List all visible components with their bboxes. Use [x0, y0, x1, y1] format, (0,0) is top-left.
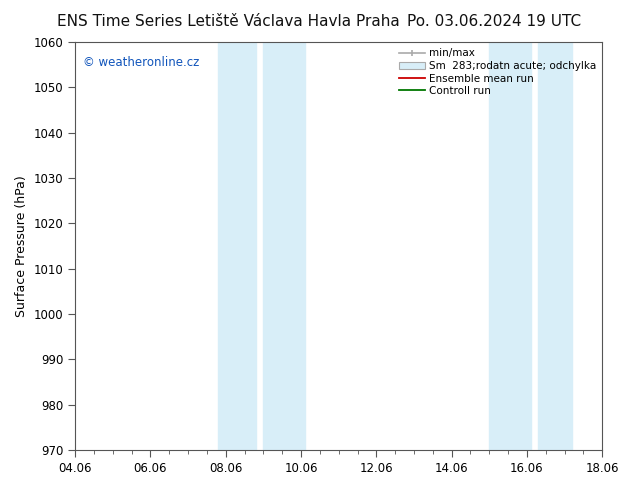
Legend: min/max, Sm  283;rodatn acute; odchylka, Ensemble mean run, Controll run: min/max, Sm 283;rodatn acute; odchylka, … [394, 44, 600, 100]
Text: © weatheronline.cz: © weatheronline.cz [83, 56, 200, 70]
Text: ENS Time Series Letiště Václava Havla Praha: ENS Time Series Letiště Václava Havla Pr… [57, 14, 399, 29]
Bar [489, 42, 531, 450]
Text: Po. 03.06.2024 19 UTC: Po. 03.06.2024 19 UTC [408, 14, 581, 29]
Bar [218, 42, 256, 450]
Y-axis label: Surface Pressure (hPa): Surface Pressure (hPa) [15, 175, 28, 317]
Bar [263, 42, 305, 450]
Bar [538, 42, 572, 450]
